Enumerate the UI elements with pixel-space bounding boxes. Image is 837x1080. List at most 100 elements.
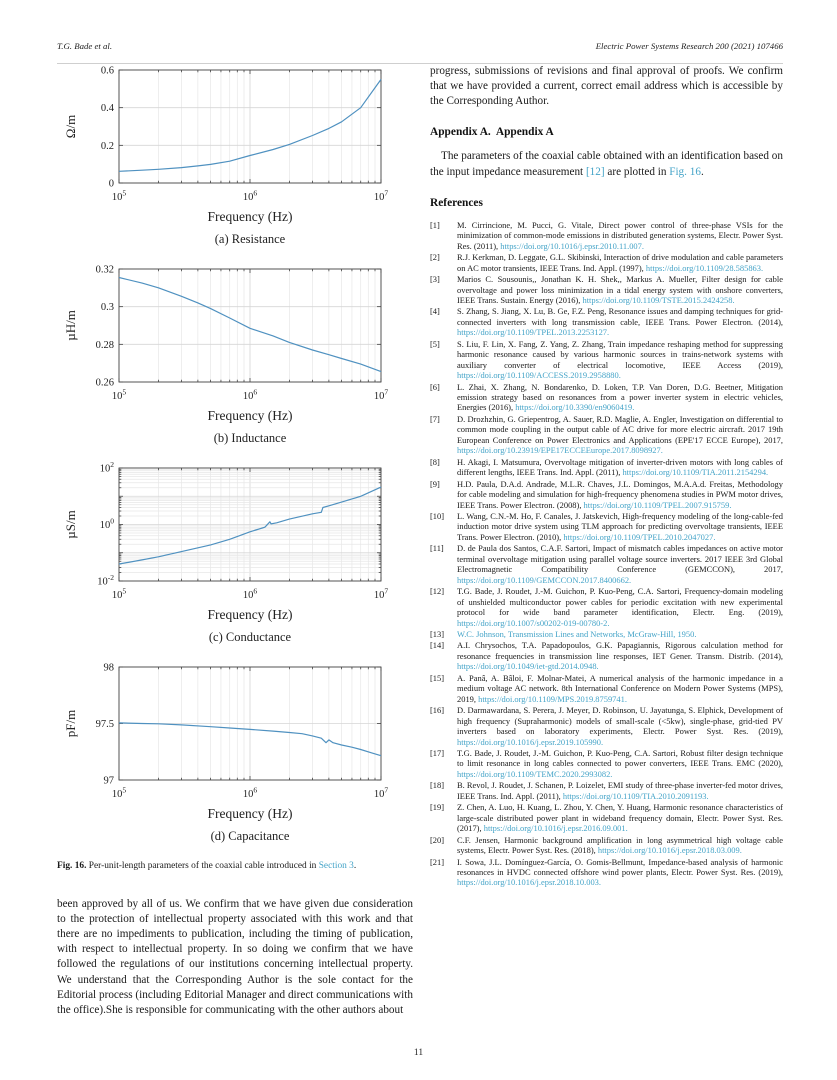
reference-citation: D. Drozhzhin, G. Griepentrog, A. Sauer, … (457, 413, 783, 445)
doi-link[interactable]: https://doi.org/10.1109/TPEL.2013.225312… (457, 327, 610, 338)
subplot-caption: (b) Inductance (214, 431, 287, 445)
reference-text: R.J. Kerkman, D. Leggate, G.L. Skibinski… (457, 252, 783, 273)
doi-link[interactable]: https://doi.org/10.1016/j.epsr.2019.1059… (457, 736, 604, 747)
reference-number: [13] (430, 629, 445, 639)
reference-text: T.G. Bade, J. Roudet, J.-M. Guichon, P. … (457, 586, 783, 628)
figure-caption: Fig. 16. Per-unit-length parameters of t… (57, 860, 413, 873)
doi-link[interactable]: https://doi.org/10.1016/j.epsr.2016.09.0… (483, 823, 628, 834)
reference-number: [19] (430, 802, 445, 813)
inline-link[interactable]: Section 3 (318, 861, 354, 871)
top-paragraph: progress, submissions of revisions and f… (430, 65, 783, 108)
doi-link[interactable]: https://doi.org/10.1007/s00202-019-00780… (457, 617, 610, 628)
doi-link[interactable]: https://doi.org/10.1109/TIA.2010.2091193… (562, 790, 709, 801)
doi-link[interactable]: https://doi.org/10.1109/GEMCCON.2017.840… (457, 574, 632, 585)
reference-number: [10] (430, 511, 445, 522)
doi-link[interactable]: https://doi.org/10.1049/iet-gtd.2014.094… (457, 661, 599, 672)
doi-link[interactable]: https://doi.org/10.1109/ACCESS.2019.2958… (457, 370, 621, 381)
doi-link[interactable]: https://doi.org/10.1109/TPEL.2007.915759… (583, 499, 732, 510)
doi-link[interactable]: https://doi.org/10.1109/TEMC.2020.299308… (457, 768, 613, 779)
reference-item: [1] M. Cirrincione, M. Pucci, G. Vitale, … (430, 220, 783, 251)
figure-caption-text: Per-unit-length parameters of the coaxia… (86, 861, 356, 871)
reference-item: [21] I. Sowa, J.L. Domínguez-García, O. G… (430, 857, 783, 888)
reference-text: Marios C. Sousounis,, Jonathan K. H. She… (457, 274, 783, 305)
svg-text:107: 107 (374, 388, 389, 403)
reference-text: T.G. Bade, J. Roudet, J.-M. Guichon, P. … (457, 748, 783, 779)
doi-link[interactable]: https://doi.org/10.1109/28.585863. (645, 262, 764, 273)
svg-text:0.28: 0.28 (96, 340, 114, 351)
reference-citation: T.G. Bade, J. Roudet, J.-M. Guichon, P. … (457, 586, 783, 618)
reference-text: H.D. Paula, D.A.d. Andrade, M.L.R. Chave… (457, 479, 783, 510)
doi-link[interactable]: https://doi.org/10.1109/MPS.2019.8759741… (478, 693, 627, 704)
doi-link[interactable]: https://doi.org/10.3390/en9060419. (515, 402, 635, 413)
chart-resistance: 105 106 107 0 0.2 0.4 0.6 Ω/m Frequency (Hz) (a) … (57, 56, 413, 255)
inline-link[interactable]: Fig. 16 (669, 165, 701, 178)
reference-number: [5] (430, 338, 440, 349)
doi-link[interactable]: https://doi.org/10.1109/TIA.2011.2154294… (622, 467, 769, 478)
reference-text: D. Drozhzhin, G. Griepentrog, A. Sauer, … (457, 414, 783, 456)
reference-number: [15] (430, 672, 445, 683)
subplot-caption: (d) Capacitance (211, 829, 290, 843)
chart-svg: 105 106 107 0 0.2 0.4 0.6 Ω/m Frequency (Hz) (a) … (63, 66, 388, 247)
left-column: 105 106 107 0 0.2 0.4 0.6 Ω/m Frequency (Hz) (a) … (57, 56, 413, 1018)
reference-number: [4] (430, 306, 440, 317)
svg-text:106: 106 (243, 587, 258, 602)
reference-item: [3] Marios C. Sousounis,, Jonathan K. H. … (430, 274, 783, 305)
svg-text:0.6: 0.6 (101, 66, 114, 77)
reference-text: W.C. Johnson, Transmission Lines and Net… (457, 629, 783, 639)
x-axis-label: Frequency (Hz) (207, 408, 292, 423)
reference-citation: L. Zhai, X. Zhang, N. Bondarenko, D. Lok… (457, 381, 783, 413)
appendix-paragraph: The parameters of the coaxial cable obta… (430, 149, 783, 179)
svg-text:100: 100 (100, 517, 115, 532)
doi-link[interactable]: https://doi.org/10.1016/j.epsr.2018.10.0… (457, 877, 601, 888)
svg-text:107: 107 (374, 786, 389, 801)
reference-item: [6] L. Zhai, X. Zhang, N. Bondarenko, D. … (430, 382, 783, 413)
reference-item: [2] R.J. Kerkman, D. Leggate, G.L. Skibin… (430, 252, 783, 273)
svg-text:97.5: 97.5 (96, 719, 114, 730)
reference-text: A.I. Chrysochos, T.A. Papadopoulos, G.K.… (457, 640, 783, 671)
doi-link[interactable]: https://doi.org/10.1016/j.epsr.2018.03.0… (597, 845, 742, 856)
header-rule (57, 63, 783, 64)
reference-item: [17] T.G. Bade, J. Roudet, J.-M. Guichon,… (430, 748, 783, 779)
doi-link[interactable]: https://doi.org/10.23919/EPE17ECCEEurope… (457, 445, 663, 456)
reference-item: [8] H. Akagi, I. Matsumura, Overvoltage m… (430, 457, 783, 478)
y-axis-label: µS/m (63, 510, 78, 538)
y-axis-label: Ω/m (63, 115, 78, 138)
svg-text:0.2: 0.2 (101, 141, 114, 152)
reference-text: B. Revol, J. Roudet, J. Schanen, P. Loiz… (457, 780, 783, 801)
chart-svg: 105 106 107 97 97.5 98 pF/m Frequency (Hz) (d) C… (63, 663, 389, 844)
svg-text:105: 105 (112, 388, 127, 403)
left-paragraph: been approved by all of us. We confirm t… (57, 897, 413, 1016)
reference-citation: I. Sowa, J.L. Domínguez-García, O. Gomis… (457, 856, 783, 877)
reference-citation: D. Darmawardana, S. Perera, J. Meyer, D.… (457, 705, 783, 737)
chart-conductance: 105 106 107 10-2 100 102 µS/m Frequency (Hz) (c)… (57, 454, 413, 653)
doi-link[interactable]: https://doi.org/10.1109/TPEL.2010.204702… (563, 531, 716, 542)
reference-item: [11] D. de Paula dos Santos, C.A.F. Sarto… (430, 543, 783, 585)
inline-link[interactable]: [12] (585, 165, 605, 178)
reference-number: [12] (430, 586, 445, 597)
reference-item: [15] A. Panâ, A. Bâloi, F. Molnar-Matei, … (430, 673, 783, 704)
reference-number: [14] (430, 640, 445, 651)
reference-citation: H.D. Paula, D.A.d. Andrade, M.L.R. Chave… (457, 478, 783, 510)
svg-text:106: 106 (243, 786, 258, 801)
chart-svg: 105 106 107 10-2 100 102 µS/m Frequency (Hz) (c)… (63, 460, 388, 644)
svg-text:105: 105 (112, 587, 127, 602)
svg-text:106: 106 (243, 189, 258, 204)
reference-number: [21] (430, 856, 445, 867)
doi-link[interactable]: https://doi.org/10.1109/TSTE.2015.242425… (582, 294, 735, 305)
appendix-heading: Appendix A. Appendix A (430, 126, 554, 139)
reference-text: D. Darmawardana, S. Perera, J. Meyer, D.… (457, 705, 783, 747)
x-axis-label: Frequency (Hz) (207, 806, 292, 821)
reference-text: S. Zhang, S. Jiang, X. Lu, B. Ge, F.Z. P… (457, 306, 783, 337)
reference-citation: L. Wang, C.N.-M. Ho, F. Canales, J. Jats… (457, 511, 783, 542)
svg-text:105: 105 (112, 189, 127, 204)
reference-number: [7] (430, 413, 440, 424)
references-heading: References (430, 196, 483, 209)
doi-link[interactable]: https://doi.org/10.1016/j.epsr.2010.11.0… (500, 240, 644, 251)
svg-text:106: 106 (243, 388, 258, 403)
reference-citation: S. Liu, F. Lin, X. Fang, Z. Yang, Z. Zha… (457, 338, 783, 370)
reference-citation: B. Revol, J. Roudet, J. Schanen, P. Loiz… (457, 780, 783, 801)
svg-text:0.26: 0.26 (96, 378, 114, 389)
doi-link[interactable]: W.C. Johnson, Transmission Lines and Net… (457, 629, 697, 639)
y-axis-label: pF/m (63, 710, 78, 737)
svg-text:102: 102 (100, 460, 115, 475)
